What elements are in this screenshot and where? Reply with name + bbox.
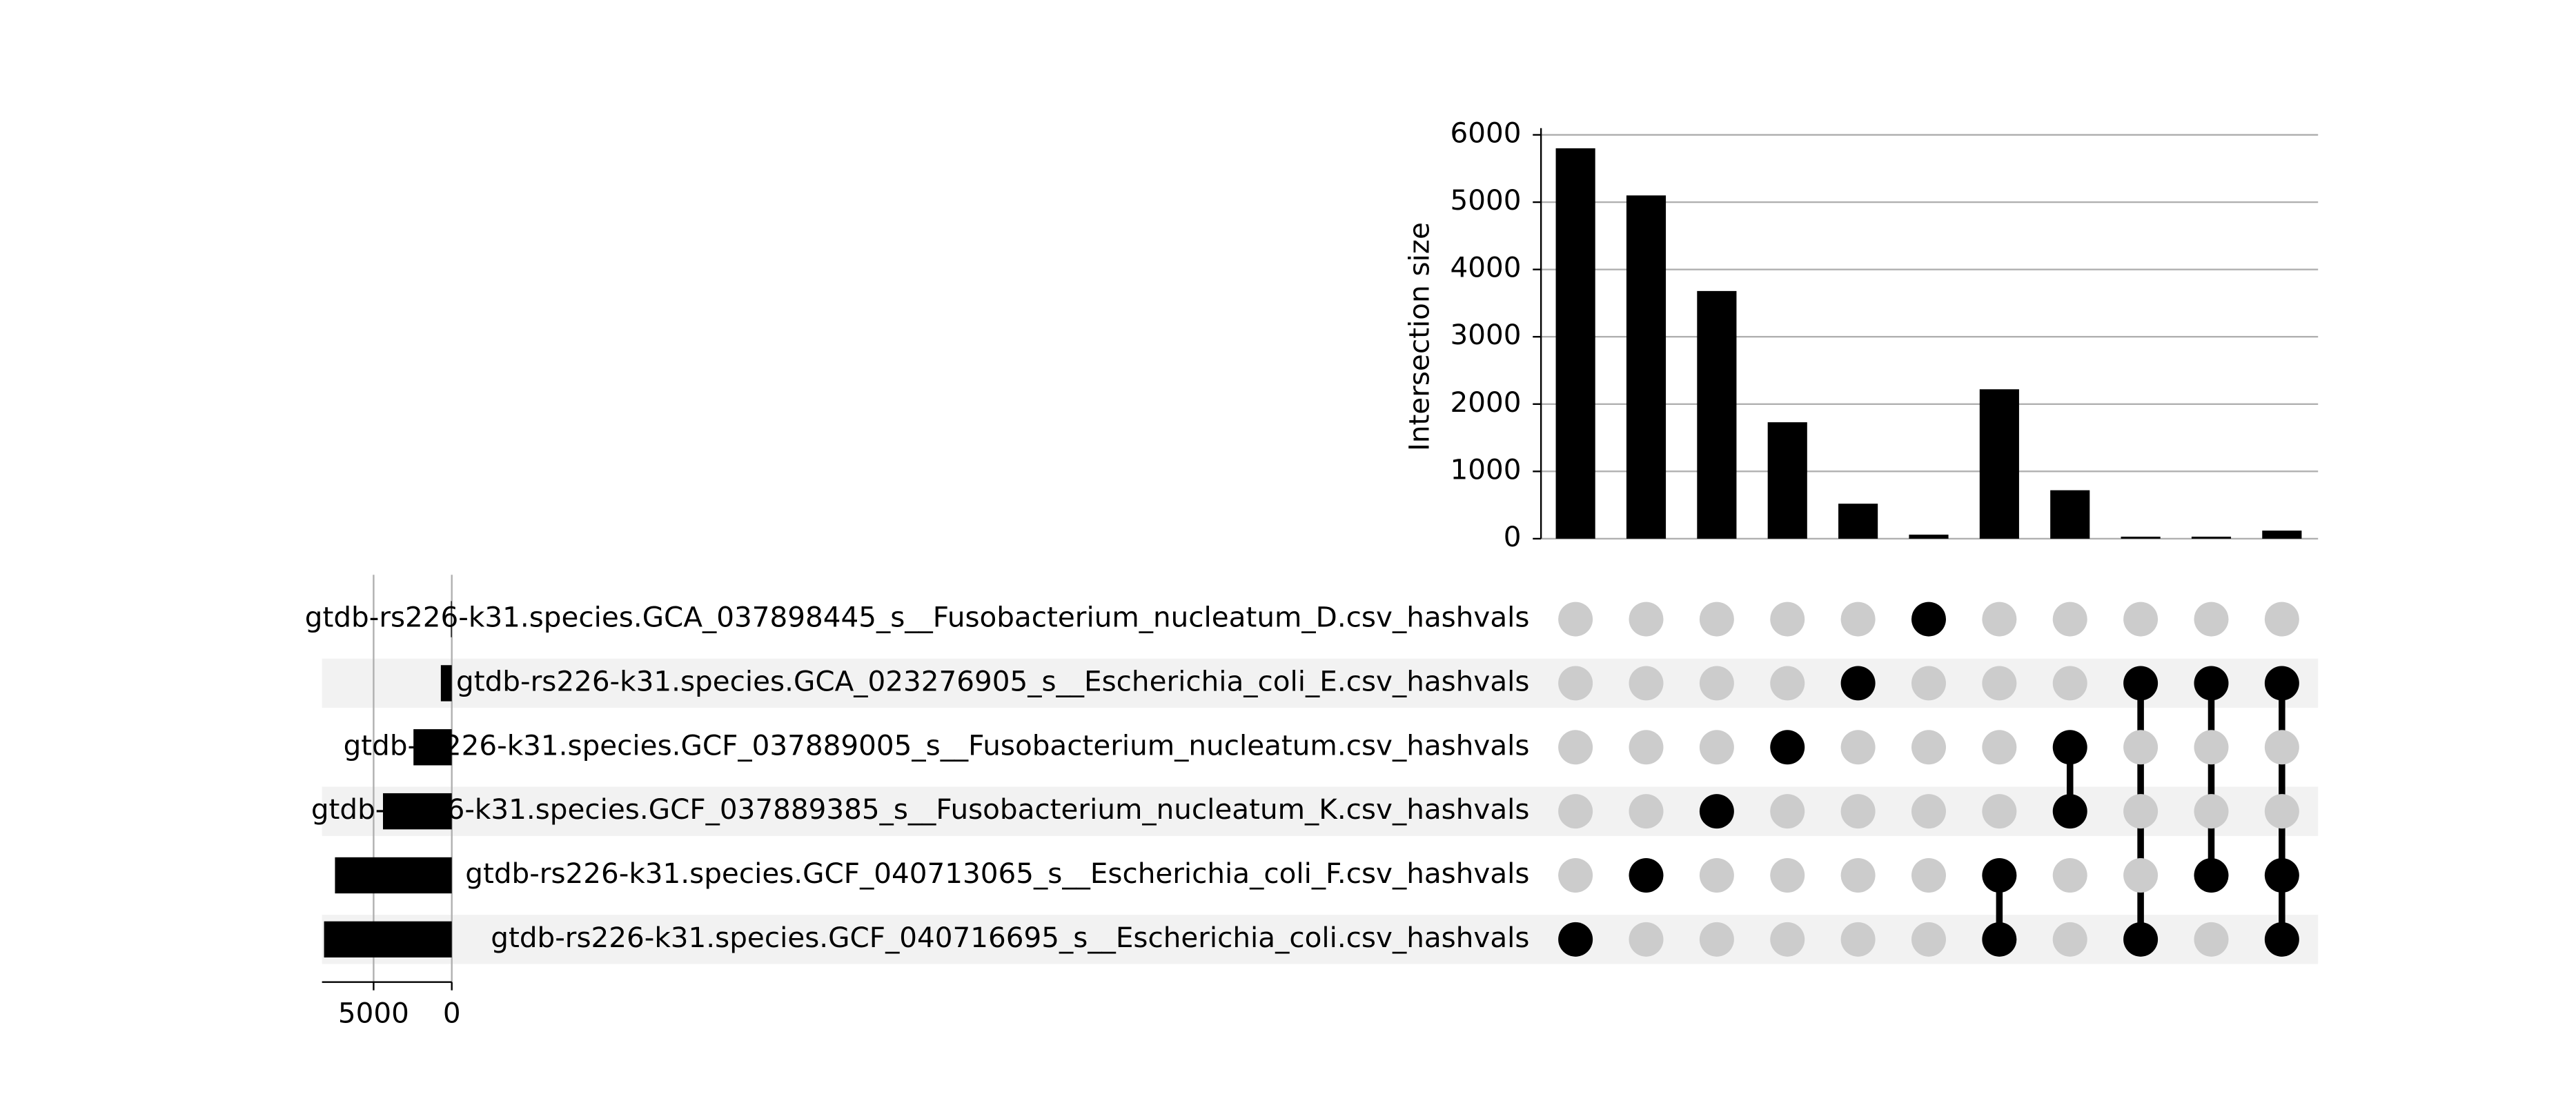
bar xyxy=(1697,290,1737,539)
member-dot xyxy=(1770,730,1805,765)
member-dot xyxy=(2264,922,2299,957)
set-label: gtdb-rs226-k31.species.GCF_037889385_s__… xyxy=(311,793,1530,826)
x-tick-label: 5000 xyxy=(338,996,409,1029)
member-dot xyxy=(2052,794,2087,829)
member-dot xyxy=(2052,730,2087,765)
y-tick-label: 3000 xyxy=(1451,318,1522,351)
empty-dot xyxy=(2123,794,2159,829)
y-tick-label: 0 xyxy=(1504,520,1522,553)
empty-dot xyxy=(2264,730,2299,765)
member-dot xyxy=(2264,666,2299,701)
empty-dot xyxy=(1840,922,1876,957)
member-dot xyxy=(2123,922,2159,957)
empty-dot xyxy=(1982,730,2017,765)
empty-dot xyxy=(1558,730,1593,765)
member-dot xyxy=(1911,602,1946,637)
empty-dot xyxy=(1770,794,1805,829)
empty-dot xyxy=(1629,666,1664,701)
y-tick-label: 4000 xyxy=(1451,251,1522,284)
empty-dot xyxy=(1911,922,1946,957)
set-label: gtdb-rs226-k31.species.GCA_037898445_s__… xyxy=(305,601,1530,634)
y-tick-label: 2000 xyxy=(1451,386,1522,419)
empty-dot xyxy=(1629,602,1664,637)
empty-dot xyxy=(1911,794,1946,829)
set-label: gtdb-rs226-k31.species.GCF_040713065_s__… xyxy=(465,857,1529,890)
bar xyxy=(2191,537,2232,539)
member-dot xyxy=(1982,922,2017,957)
empty-dot xyxy=(1629,730,1664,765)
empty-dot xyxy=(2052,602,2087,637)
empty-dot xyxy=(1840,857,1876,893)
empty-dot xyxy=(2194,794,2229,829)
empty-dot xyxy=(2194,730,2229,765)
bar xyxy=(2050,490,2090,539)
empty-dot xyxy=(1840,730,1876,765)
member-dot xyxy=(1558,922,1593,957)
y-tick-label: 6000 xyxy=(1451,117,1522,150)
member-dot xyxy=(2194,857,2229,893)
empty-dot xyxy=(1982,602,2017,637)
set-size-bar xyxy=(335,857,452,894)
empty-dot xyxy=(1982,794,2017,829)
member-dot xyxy=(2123,666,2159,701)
y-tick-label: 5000 xyxy=(1451,183,1522,217)
set-size-bar xyxy=(440,665,452,702)
member-dot xyxy=(1840,666,1876,701)
bar xyxy=(1626,195,1666,539)
bar xyxy=(1979,389,2019,539)
empty-dot xyxy=(1699,602,1734,637)
x-tick-label: 0 xyxy=(443,996,461,1029)
empty-dot xyxy=(1699,922,1734,957)
member-dot xyxy=(2194,666,2229,701)
empty-dot xyxy=(1840,602,1876,637)
bar xyxy=(1767,422,1807,539)
set-size-bar xyxy=(382,793,452,830)
empty-dot xyxy=(2052,922,2087,957)
set-size-bar xyxy=(413,729,452,766)
empty-dot xyxy=(2052,857,2087,893)
empty-dot xyxy=(1770,922,1805,957)
empty-dot xyxy=(1558,666,1593,701)
empty-dot xyxy=(1558,857,1593,893)
empty-dot xyxy=(1982,666,2017,701)
empty-dot xyxy=(1911,857,1946,893)
empty-dot xyxy=(1911,730,1946,765)
empty-dot xyxy=(2264,602,2299,637)
empty-dot xyxy=(2123,602,2159,637)
empty-dot xyxy=(1699,857,1734,893)
empty-dot xyxy=(1840,794,1876,829)
set-size-bar xyxy=(324,921,452,958)
bar xyxy=(1909,535,1949,539)
empty-dot xyxy=(2052,666,2087,701)
empty-dot xyxy=(2123,730,2159,765)
empty-dot xyxy=(1699,730,1734,765)
y-tick-label: 1000 xyxy=(1451,453,1522,486)
member-dot xyxy=(2264,857,2299,893)
empty-dot xyxy=(1629,922,1664,957)
empty-dot xyxy=(1558,794,1593,829)
set-label: gtdb-rs226-k31.species.GCF_037889005_s__… xyxy=(344,728,1530,762)
empty-dot xyxy=(1629,794,1664,829)
empty-dot xyxy=(2123,857,2159,893)
empty-dot xyxy=(2194,922,2229,957)
empty-dot xyxy=(2194,602,2229,637)
empty-dot xyxy=(1770,602,1805,637)
set-label: gtdb-rs226-k31.species.GCA_023276905_s__… xyxy=(456,664,1529,697)
bar xyxy=(2262,530,2302,539)
bar xyxy=(1555,148,1595,539)
bar xyxy=(1838,504,1878,539)
empty-dot xyxy=(1699,666,1734,701)
empty-dot xyxy=(1558,602,1593,637)
empty-dot xyxy=(1770,666,1805,701)
bar xyxy=(2121,537,2161,539)
empty-dot xyxy=(1770,857,1805,893)
empty-dot xyxy=(2264,794,2299,829)
y-axis-label: Intersection size xyxy=(1402,222,1435,451)
set-label: gtdb-rs226-k31.species.GCF_040716695_s__… xyxy=(491,921,1529,954)
empty-dot xyxy=(1911,666,1946,701)
member-dot xyxy=(1629,857,1664,893)
member-dot xyxy=(1982,857,2017,893)
member-dot xyxy=(1699,794,1734,829)
